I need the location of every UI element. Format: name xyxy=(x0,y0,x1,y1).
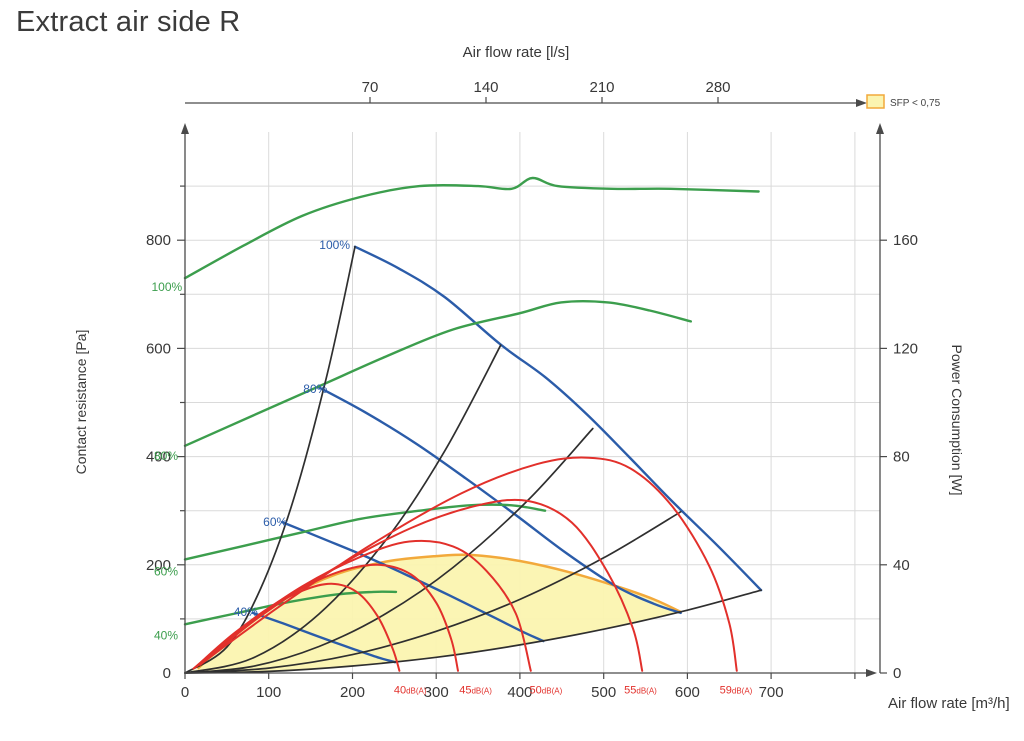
curve-label: 59dB(A) xyxy=(720,685,753,697)
curve-power-40 xyxy=(183,590,398,626)
axis-title-left: Contact resistance [Pa] xyxy=(73,330,89,475)
curve-noise-55dBA xyxy=(199,498,644,672)
axis-title-bottom: Air flow rate [m³/h] xyxy=(888,695,1010,712)
curve-label: 45dB(A) xyxy=(459,685,492,697)
svg-text:80: 80 xyxy=(893,449,910,466)
legend-label: SFP < 0,75 xyxy=(890,98,941,109)
curve-label: 80% xyxy=(154,449,178,463)
curve-fan-40 xyxy=(251,611,397,664)
curve-power-100 xyxy=(183,176,760,280)
svg-text:120: 120 xyxy=(893,340,918,357)
svg-text:160: 160 xyxy=(893,232,918,249)
page-title: Extract air side R xyxy=(16,6,241,38)
svg-text:0: 0 xyxy=(181,684,189,701)
axis-titles: Air flow rate [l/s] Air flow rate [m³/h] C… xyxy=(73,44,1010,712)
curve-label: 80% xyxy=(303,382,327,396)
curve-noise-59dBA xyxy=(200,456,738,672)
svg-text:400: 400 xyxy=(146,449,171,466)
svg-text:700: 700 xyxy=(759,684,784,701)
curve-label: 50dB(A) xyxy=(530,685,563,697)
curve-power-80 xyxy=(183,300,692,447)
svg-text:0: 0 xyxy=(163,665,171,682)
curve-system-1 xyxy=(184,245,356,674)
svg-text:40: 40 xyxy=(893,557,910,574)
curve-label: 55dB(A) xyxy=(624,685,657,697)
curve-label: 40% xyxy=(234,605,258,619)
curve-labels: 100% 80% 60% 40% 100% 80% 60% 40% 40dB(A) 45dB(A)… xyxy=(152,238,753,697)
curve-label: 60% xyxy=(154,565,178,579)
svg-text:280: 280 xyxy=(705,79,730,96)
axes xyxy=(181,99,884,677)
legend-sfp: SFP < 0,75 xyxy=(866,94,941,109)
svg-text:0: 0 xyxy=(893,665,901,682)
legend-swatch xyxy=(866,94,885,109)
curve-label: 100% xyxy=(152,280,183,294)
curve-system-5 xyxy=(184,589,762,674)
curve-system-3 xyxy=(184,427,594,674)
svg-text:200: 200 xyxy=(146,557,171,574)
tick-marks xyxy=(177,97,887,679)
svg-text:800: 800 xyxy=(146,232,171,249)
curve-fan-100 xyxy=(353,245,763,592)
svg-text:500: 500 xyxy=(591,684,616,701)
svg-text:70: 70 xyxy=(362,79,379,96)
svg-text:140: 140 xyxy=(473,79,498,96)
curves xyxy=(183,176,763,674)
curve-label: 40dB(A) xyxy=(394,685,427,697)
curve-system-4 xyxy=(184,510,682,674)
curve-label: 60% xyxy=(263,515,287,529)
tick-labels: 0 100 200 300 400 500 600 700 0 200 400 600 800 0 40 80… xyxy=(146,79,918,701)
svg-text:400: 400 xyxy=(507,684,532,701)
axis-title-top: Air flow rate [l/s] xyxy=(463,44,570,61)
svg-text:600: 600 xyxy=(675,684,700,701)
curve-power-60 xyxy=(183,503,547,561)
curve-system-2 xyxy=(184,344,502,674)
svg-text:600: 600 xyxy=(146,340,171,357)
curve-noise-50dBA xyxy=(195,539,532,672)
curve-label: 100% xyxy=(319,238,350,252)
svg-text:210: 210 xyxy=(589,79,614,96)
curve-label: 40% xyxy=(154,629,178,643)
svg-text:200: 200 xyxy=(340,684,365,701)
svg-text:100: 100 xyxy=(256,684,281,701)
svg-text:300: 300 xyxy=(424,684,449,701)
curve-fan-80 xyxy=(317,386,682,615)
axis-title-right: Power Consumption [W] xyxy=(949,345,965,496)
sfp-region xyxy=(185,554,681,673)
